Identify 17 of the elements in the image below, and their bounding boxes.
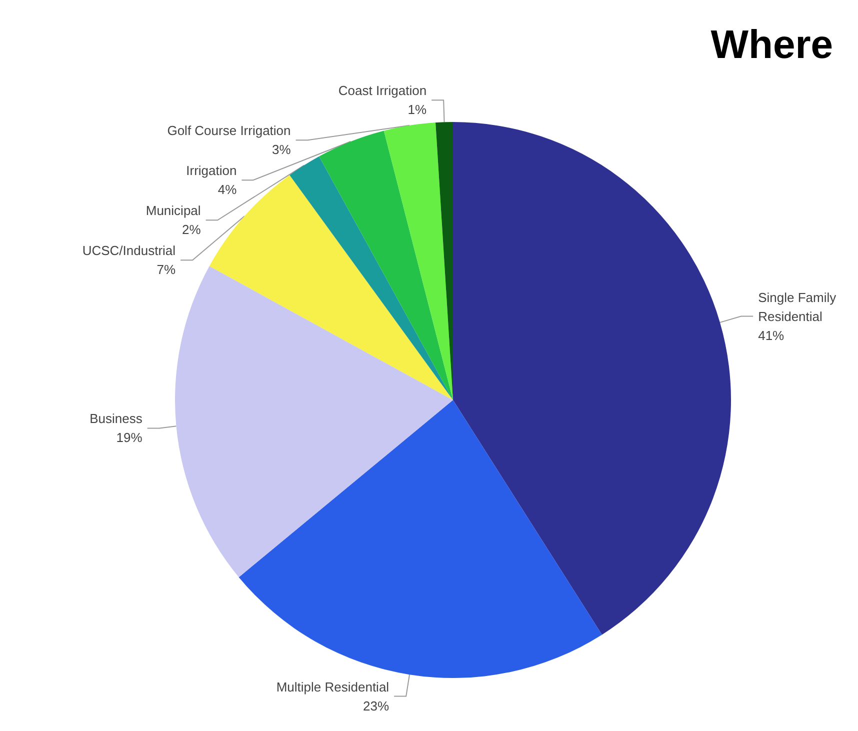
data-label: 4%: [218, 182, 238, 198]
data-label: 3%: [272, 142, 292, 158]
slice-label: Coast Irrigation: [338, 83, 427, 98]
slice-label: Multiple Residential: [276, 679, 390, 694]
slice-label: Single Family Residential: [758, 290, 840, 324]
data-label: 41%: [758, 328, 785, 343]
data-label: 23%: [363, 698, 390, 714]
slice-label: Irrigation: [186, 163, 237, 178]
slice-label: Business: [90, 411, 143, 426]
data-label: 2%: [182, 222, 202, 238]
data-label: 7%: [156, 262, 176, 278]
slice-label: UCSC/Industrial: [82, 243, 176, 258]
data-label: 1%: [408, 102, 428, 118]
data-label: 19%: [116, 430, 143, 446]
chart-title: Where: [710, 23, 834, 67]
slice-label: Golf Course Irrigation: [167, 123, 291, 138]
slice-label: Municipal: [146, 203, 201, 218]
